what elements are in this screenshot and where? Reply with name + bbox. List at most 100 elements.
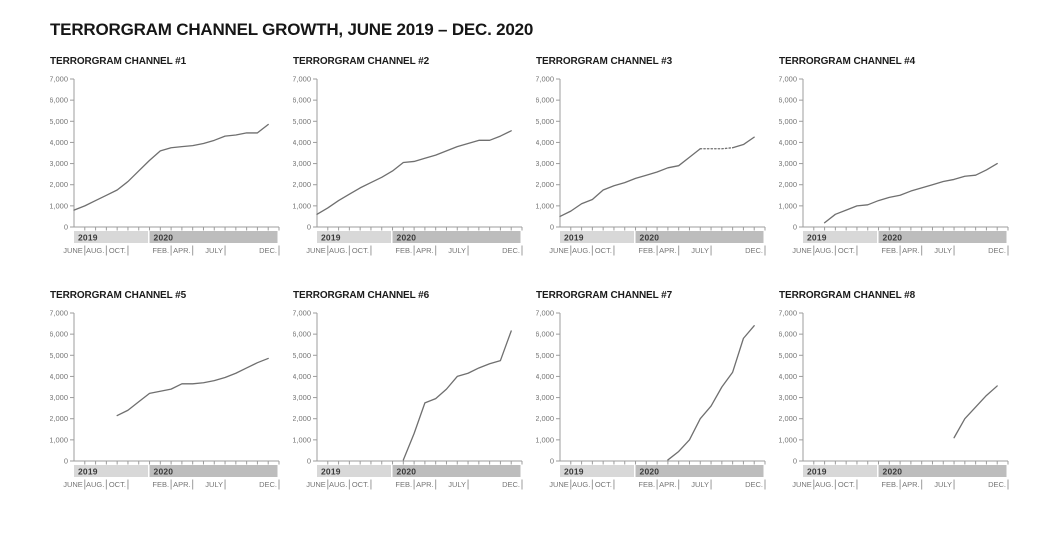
chart-title-4: TERRORGRAM CHANNEL #4 xyxy=(779,56,916,67)
svg-text:6,000: 6,000 xyxy=(536,96,554,105)
chart-title-5: TERRORGRAM CHANNEL #5 xyxy=(50,290,187,301)
svg-text:2,000: 2,000 xyxy=(779,414,797,423)
svg-text:OCT.: OCT. xyxy=(352,246,369,255)
chart-cell-6: TERRORGRAM CHANNEL #6 0 1,000 2,000 3,000 4,… xyxy=(293,290,523,518)
svg-text:OCT.: OCT. xyxy=(109,246,126,255)
svg-text:7,000: 7,000 xyxy=(536,309,554,318)
svg-text:6,000: 6,000 xyxy=(50,96,68,105)
svg-text:0: 0 xyxy=(64,457,68,466)
svg-text:4,000: 4,000 xyxy=(779,138,797,147)
svg-text:1,000: 1,000 xyxy=(779,435,797,444)
svg-text:APR.: APR. xyxy=(659,246,677,255)
svg-text:JULY: JULY xyxy=(691,480,709,489)
svg-text:JUNE: JUNE xyxy=(306,246,326,255)
svg-text:7,000: 7,000 xyxy=(779,75,797,84)
svg-text:5,000: 5,000 xyxy=(536,351,554,360)
svg-text:FEB.: FEB. xyxy=(881,246,898,255)
svg-text:APR.: APR. xyxy=(173,480,191,489)
svg-text:JUNE: JUNE xyxy=(792,246,812,255)
chart-cell-1: TERRORGRAM CHANNEL #1 0 1,000 2,000 3,000 4,… xyxy=(50,56,280,284)
chart-cell-4: TERRORGRAM CHANNEL #4 0 1,000 2,000 3,000 4,… xyxy=(779,56,1009,284)
svg-text:AUG.: AUG. xyxy=(86,246,104,255)
svg-text:3,000: 3,000 xyxy=(50,393,68,402)
svg-text:JULY: JULY xyxy=(934,480,952,489)
svg-text:2,000: 2,000 xyxy=(536,414,554,423)
svg-text:3,000: 3,000 xyxy=(536,393,554,402)
svg-text:DEC.: DEC. xyxy=(988,480,1006,489)
svg-text:1,000: 1,000 xyxy=(536,435,554,444)
svg-text:JUNE: JUNE xyxy=(63,246,83,255)
line-chart-8: 0 1,000 2,000 3,000 4,000 5,000 6,000 7,000 2019… xyxy=(779,309,1009,490)
svg-text:3,000: 3,000 xyxy=(779,159,797,168)
svg-text:2020: 2020 xyxy=(154,233,174,243)
chart-title-3: TERRORGRAM CHANNEL #3 xyxy=(536,56,673,67)
line-chart-5: 0 1,000 2,000 3,000 4,000 5,000 6,000 7,000 2019… xyxy=(50,309,280,490)
svg-text:1,000: 1,000 xyxy=(536,201,554,210)
chart-title-8: TERRORGRAM CHANNEL #8 xyxy=(779,290,916,301)
svg-text:JULY: JULY xyxy=(448,246,466,255)
svg-text:5,000: 5,000 xyxy=(50,117,68,126)
line-chart-1: 0 1,000 2,000 3,000 4,000 5,000 6,000 7,000 2019… xyxy=(50,75,280,256)
svg-text:JUNE: JUNE xyxy=(306,480,326,489)
svg-text:0: 0 xyxy=(64,223,68,232)
svg-text:2,000: 2,000 xyxy=(50,180,68,189)
svg-text:JULY: JULY xyxy=(691,246,709,255)
chart-cell-8: TERRORGRAM CHANNEL #8 0 1,000 2,000 3,000 4,… xyxy=(779,290,1009,518)
svg-text:OCT.: OCT. xyxy=(838,480,855,489)
svg-text:DEC.: DEC. xyxy=(745,246,763,255)
svg-text:6,000: 6,000 xyxy=(779,96,797,105)
svg-text:2,000: 2,000 xyxy=(536,180,554,189)
svg-text:AUG.: AUG. xyxy=(329,480,347,489)
svg-text:FEB.: FEB. xyxy=(638,246,655,255)
svg-text:3,000: 3,000 xyxy=(50,159,68,168)
svg-text:7,000: 7,000 xyxy=(50,75,68,84)
svg-text:AUG.: AUG. xyxy=(572,480,590,489)
svg-text:2019: 2019 xyxy=(807,233,827,243)
svg-text:1,000: 1,000 xyxy=(293,201,311,210)
svg-text:APR.: APR. xyxy=(416,246,434,255)
svg-text:OCT.: OCT. xyxy=(595,480,612,489)
svg-text:FEB.: FEB. xyxy=(638,480,655,489)
svg-text:6,000: 6,000 xyxy=(293,330,311,339)
svg-text:1,000: 1,000 xyxy=(779,201,797,210)
chart-title-1: TERRORGRAM CHANNEL #1 xyxy=(50,56,187,67)
chart-cell-2: TERRORGRAM CHANNEL #2 0 1,000 2,000 3,000 4,… xyxy=(293,56,523,284)
svg-text:5,000: 5,000 xyxy=(779,117,797,126)
svg-text:OCT.: OCT. xyxy=(109,480,126,489)
svg-text:4,000: 4,000 xyxy=(50,138,68,147)
svg-text:7,000: 7,000 xyxy=(293,75,311,84)
svg-text:APR.: APR. xyxy=(902,246,920,255)
svg-text:APR.: APR. xyxy=(416,480,434,489)
svg-text:4,000: 4,000 xyxy=(536,372,554,381)
svg-text:2020: 2020 xyxy=(883,233,903,243)
svg-text:2019: 2019 xyxy=(78,233,98,243)
svg-text:JUNE: JUNE xyxy=(63,480,83,489)
svg-text:2019: 2019 xyxy=(321,467,341,477)
svg-text:DEC.: DEC. xyxy=(745,480,763,489)
chart-title-7: TERRORGRAM CHANNEL #7 xyxy=(536,290,673,301)
svg-text:7,000: 7,000 xyxy=(779,309,797,318)
svg-text:1,000: 1,000 xyxy=(293,435,311,444)
svg-text:0: 0 xyxy=(550,223,554,232)
page-title: TERRORGRAM CHANNEL GROWTH, JUNE 2019 – D… xyxy=(50,20,534,39)
svg-text:2020: 2020 xyxy=(154,467,174,477)
svg-text:3,000: 3,000 xyxy=(293,393,311,402)
svg-text:0: 0 xyxy=(307,457,311,466)
svg-text:7,000: 7,000 xyxy=(50,309,68,318)
svg-text:5,000: 5,000 xyxy=(536,117,554,126)
svg-text:FEB.: FEB. xyxy=(152,480,169,489)
svg-text:OCT.: OCT. xyxy=(352,480,369,489)
svg-text:2019: 2019 xyxy=(564,467,584,477)
svg-text:0: 0 xyxy=(793,457,797,466)
svg-text:3,000: 3,000 xyxy=(293,159,311,168)
svg-text:1,000: 1,000 xyxy=(50,435,68,444)
svg-text:4,000: 4,000 xyxy=(293,138,311,147)
svg-text:2020: 2020 xyxy=(397,233,417,243)
svg-text:JULY: JULY xyxy=(205,480,223,489)
svg-text:2020: 2020 xyxy=(640,467,660,477)
svg-text:2020: 2020 xyxy=(397,467,417,477)
svg-text:2,000: 2,000 xyxy=(293,180,311,189)
svg-text:5,000: 5,000 xyxy=(50,351,68,360)
svg-text:AUG.: AUG. xyxy=(815,246,833,255)
